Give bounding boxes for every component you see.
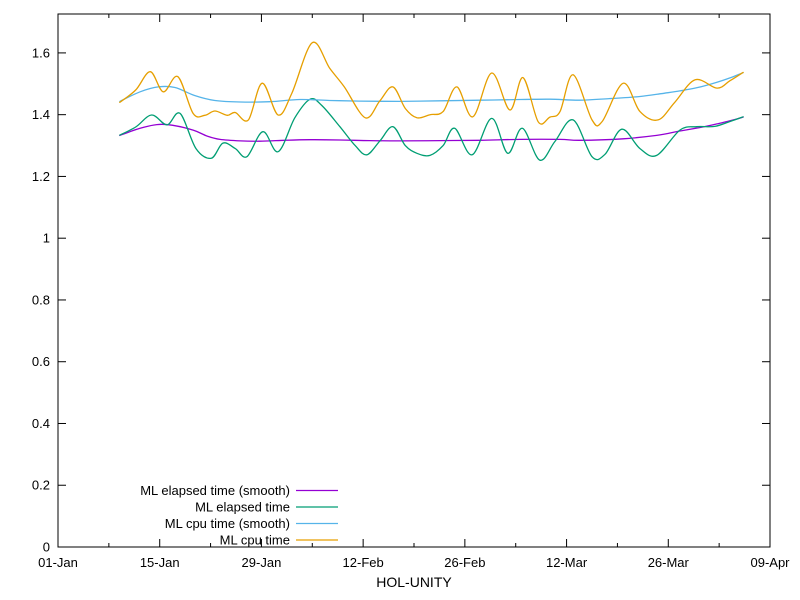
series-line-ml-cpu-time — [119, 41, 744, 127]
y-axis: 0 0.2 0.4 0.6 0.8 1 1.2 1.4 1.6 — [32, 45, 770, 555]
x-axis-title: HOL-UNITY — [376, 574, 452, 590]
y-tick-label: 0.6 — [32, 354, 50, 369]
series-line-ml-elapsed-time — [119, 98, 744, 161]
x-tick-label: 09-Apr — [750, 555, 790, 570]
y-tick-label: 1 — [43, 231, 50, 246]
y-tick-label: 1.2 — [32, 169, 50, 184]
y-tick-label: 0.8 — [32, 292, 50, 307]
legend-label-ml-cpu-time: ML cpu time — [220, 533, 290, 548]
series-line-ml-cpu-time-smooth — [119, 72, 744, 103]
x-tick-label: 12-Feb — [343, 555, 384, 570]
x-tick-label: 01-Jan — [38, 555, 78, 570]
x-tick-label: 15-Jan — [140, 555, 180, 570]
x-tick-label: 12-Mar — [546, 555, 588, 570]
y-tick-label: 1.4 — [32, 107, 50, 122]
y-tick-label: 0.4 — [32, 416, 50, 431]
legend-label-ml-elapsed-time-smooth: ML elapsed time (smooth) — [140, 483, 290, 498]
y-tick-label: 1.6 — [32, 45, 50, 60]
x-tick-label: 26-Mar — [648, 555, 690, 570]
legend-label-ml-cpu-time-smooth: ML cpu time (smooth) — [165, 516, 290, 531]
series-lines — [119, 41, 744, 161]
y-tick-label: 0.2 — [32, 478, 50, 493]
x-axis: 01-Jan 15-Jan 29-Jan 12-Feb 26-Feb 12-Mar 26-M… — [38, 14, 790, 570]
x-tick-label: 29-Jan — [242, 555, 282, 570]
y-tick-label: 0 — [43, 540, 50, 555]
x-tick-label: 26-Feb — [444, 555, 485, 570]
legend-label-ml-elapsed-time: ML elapsed time — [195, 500, 290, 515]
legend: ML elapsed time (smooth)ML elapsed timeM… — [140, 483, 338, 548]
series-line-ml-elapsed-time-smooth — [119, 116, 744, 142]
